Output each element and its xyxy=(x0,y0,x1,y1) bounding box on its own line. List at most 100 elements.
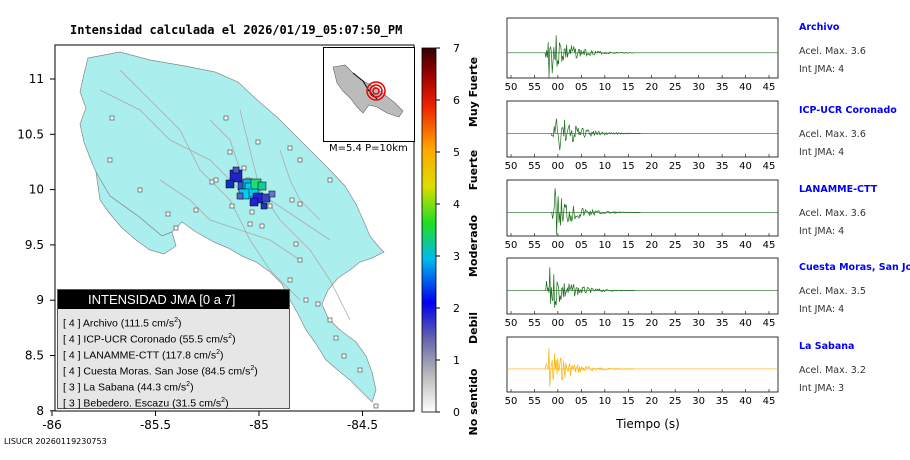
map-y-tick-label: 8.5 xyxy=(25,349,44,363)
waveform-trace xyxy=(550,118,641,151)
station-marker xyxy=(315,301,321,307)
legend-title: INTENSIDAD JMA [0 a 7] xyxy=(58,290,289,309)
legend-close-paren: ) xyxy=(232,333,236,346)
map-x-tick-label: -85 xyxy=(249,418,269,432)
waveform-x-tick-label: 35 xyxy=(716,396,729,407)
waveform-x-tick-label: 55 xyxy=(528,82,541,93)
intensity-legend: INTENSIDAD JMA [0 a 7] [ 4 ] Archivo (11… xyxy=(57,289,290,410)
waveform-x-tick-label: 25 xyxy=(669,82,682,93)
map-y-tick-label: 9 xyxy=(36,293,44,307)
station-marker xyxy=(373,403,379,409)
waveform-frame xyxy=(506,257,779,315)
inset-map xyxy=(323,47,415,142)
waveform-x-tick-label: 45 xyxy=(763,161,776,172)
legend-level: [ 4 ] xyxy=(63,333,81,346)
waveform-x-tick-label: 20 xyxy=(645,318,658,329)
station-marker xyxy=(249,209,255,215)
waveform-x-tick-label: 45 xyxy=(763,396,776,407)
waveform-x-tick-label: 10 xyxy=(598,82,611,93)
waveform-trace xyxy=(550,188,641,235)
station-marker xyxy=(341,353,347,359)
station-name: LANAMME-CTT xyxy=(799,184,878,195)
waveform-x-tick-label: 35 xyxy=(716,240,729,251)
station-jma: Int JMA: 3 xyxy=(799,383,844,394)
waveform-x-tick-label: 05 xyxy=(575,318,588,329)
inset-outline xyxy=(352,72,378,100)
colorbar-category-label: Fuerte xyxy=(467,150,480,190)
waveform-x-tick-label: 40 xyxy=(739,240,752,251)
waveform-x-tick-label: 05 xyxy=(575,82,588,93)
colorbar-tick-label: 2 xyxy=(453,302,460,315)
legend-unit-exponent: 2 xyxy=(221,397,226,404)
intensity-cell xyxy=(260,202,268,210)
waveform-x-tick-label: 30 xyxy=(692,240,705,251)
waveform-panel: 50 55 00 05 10 15 20 25 30 35 40 45 Archivo Acel. Max… xyxy=(505,17,866,93)
intensity-cell xyxy=(225,179,235,189)
legend-value: (84.5 cm/s xyxy=(201,365,251,378)
station-marker xyxy=(333,335,339,341)
waveform-frame xyxy=(506,100,779,158)
waveform-trace xyxy=(544,347,635,387)
colorbar-category-label: Muy Fuerte xyxy=(467,57,480,127)
waveform-x-tick-label: 30 xyxy=(692,161,705,172)
station-marker xyxy=(327,177,333,183)
waveform-x-tick-label: 45 xyxy=(763,240,776,251)
map-y-tick-label: 10.5 xyxy=(17,127,44,141)
legend-value: (44.3 cm/s xyxy=(137,381,187,394)
waveform-x-tick-label: 50 xyxy=(505,396,518,407)
station-accel: Acel. Max. 3.6 xyxy=(799,129,866,140)
station-marker xyxy=(289,197,295,203)
station-marker xyxy=(209,179,215,185)
waveform-x-tick-label: 35 xyxy=(716,161,729,172)
waveform-x-tick-label: 50 xyxy=(505,82,518,93)
waveform-x-label: Tiempo (s) xyxy=(615,417,680,431)
station-jma: Int JMA: 4 xyxy=(799,304,844,315)
inset-label: M=5.4 P=10km xyxy=(329,143,408,154)
waveform-x-tick-label: 20 xyxy=(645,396,658,407)
waveform-x-tick-label: 00 xyxy=(552,318,565,329)
station-marker xyxy=(173,225,179,231)
waveform-x-tick-label: 15 xyxy=(622,82,635,93)
legend-unit-exponent: 2 xyxy=(216,349,220,356)
station-marker xyxy=(297,257,303,263)
intensity-cell xyxy=(236,192,244,200)
waveform-x-tick-label: 35 xyxy=(716,318,729,329)
waveform-x-tick-label: 15 xyxy=(622,240,635,251)
station-jma: Int JMA: 4 xyxy=(799,64,844,75)
station-marker xyxy=(137,187,143,193)
colorbar-category-label: Debil xyxy=(467,312,480,344)
intensity-cell xyxy=(232,166,240,174)
legend-level: [ 4 ] xyxy=(63,317,81,330)
station-marker xyxy=(297,157,303,163)
station-marker xyxy=(303,297,309,303)
waveform-x-tick-label: 40 xyxy=(739,161,752,172)
waveform-x-tick-label: 40 xyxy=(739,396,752,407)
legend-unit-exponent: 2 xyxy=(250,365,255,372)
epicenter-icon xyxy=(366,81,386,101)
station-marker xyxy=(241,165,247,171)
waveform-x-tick-label: 25 xyxy=(669,161,682,172)
legend-rows: [ 4 ] Archivo (111.5 cm/s2)[ 4 ] ICP-UCR… xyxy=(58,309,289,410)
waveform-x-tick-label: 10 xyxy=(598,240,611,251)
waveform-x-tick-label: 00 xyxy=(552,82,565,93)
station-accel: Acel. Max. 3.5 xyxy=(799,286,866,297)
colorbar-tick-label: 6 xyxy=(453,94,460,107)
station-marker xyxy=(227,149,233,155)
station-marker xyxy=(223,115,229,121)
legend-close-paren: ) xyxy=(178,317,182,330)
waveform-x-tick-label: 35 xyxy=(716,82,729,93)
footer-label: LISUCR 20260119230753 xyxy=(4,437,107,446)
waveform-x-tick-label: 55 xyxy=(528,161,541,172)
station-marker xyxy=(255,139,261,145)
waveform-x-tick-label: 55 xyxy=(528,396,541,407)
intensity-cell xyxy=(268,190,276,198)
station-accel: Acel. Max. 3.6 xyxy=(799,208,866,219)
waveform-panel: 50 55 00 05 10 15 20 25 30 35 40 45 LANAMME-CTT Acel.… xyxy=(505,179,878,251)
colorbar-category-label: Moderado xyxy=(467,215,480,278)
legend-row: [ 3 ] La Sabana (44.3 cm/s2) xyxy=(58,377,289,394)
colorbar-tick-label: 1 xyxy=(453,354,460,367)
waveform-x-tick-label: 50 xyxy=(505,318,518,329)
colorbar-tick-label: 5 xyxy=(453,146,460,159)
intensity-cell xyxy=(249,197,259,207)
waveform-x-tick-label: 30 xyxy=(692,318,705,329)
